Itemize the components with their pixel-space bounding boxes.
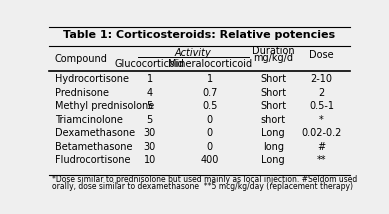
Text: 0.02-0.2: 0.02-0.2 [301,128,342,138]
Text: Mineralocorticoid: Mineralocorticoid [168,59,252,69]
Text: 1: 1 [147,74,152,84]
Text: *Dose similar to prednisolone but used mainly as local injection. #Seldom used: *Dose similar to prednisolone but used m… [52,175,357,184]
Text: Glucocorticoid: Glucocorticoid [115,59,184,69]
Text: 30: 30 [144,142,156,152]
Text: orally, dose similar to dexamethasone  **5 mcg/kg/day (replacement therapy): orally, dose similar to dexamethasone **… [52,182,353,191]
Text: Dose: Dose [309,49,334,59]
Text: 0.5-1: 0.5-1 [309,101,334,111]
Text: 5: 5 [147,101,153,111]
Text: 0.7: 0.7 [202,88,217,98]
Text: 4: 4 [147,88,152,98]
Text: Methyl prednisolone: Methyl prednisolone [54,101,154,111]
Text: #: # [317,142,326,152]
Text: 30: 30 [144,128,156,138]
Text: mg/kg/d: mg/kg/d [253,53,293,63]
Text: Fludrocortisone: Fludrocortisone [54,155,130,165]
Text: 10: 10 [144,155,156,165]
Text: 1: 1 [207,74,213,84]
Text: long: long [263,142,284,152]
Text: Hydrocortisone: Hydrocortisone [54,74,129,84]
Text: 5: 5 [147,115,153,125]
Text: 0.5: 0.5 [202,101,217,111]
Text: Long: Long [261,155,285,165]
Text: Compound: Compound [54,54,107,64]
Text: Dexamethasone: Dexamethasone [54,128,135,138]
Text: 2-10: 2-10 [310,74,333,84]
Text: Duration: Duration [252,46,294,56]
Text: 0: 0 [207,128,213,138]
Text: Activity: Activity [175,48,212,58]
Text: **: ** [317,155,326,165]
Text: Prednisone: Prednisone [54,88,109,98]
Text: 0: 0 [207,115,213,125]
Text: 400: 400 [201,155,219,165]
Text: Triamcinolone: Triamcinolone [54,115,123,125]
Text: 0: 0 [207,142,213,152]
Text: Betamethasone: Betamethasone [54,142,132,152]
Text: *: * [319,115,324,125]
Text: Short: Short [260,88,286,98]
Text: Short: Short [260,74,286,84]
Text: Table 1: Corticosteroids: Relative potencies: Table 1: Corticosteroids: Relative poten… [63,30,335,40]
Text: Short: Short [260,101,286,111]
Text: short: short [261,115,286,125]
Text: 2: 2 [318,88,324,98]
Text: Long: Long [261,128,285,138]
